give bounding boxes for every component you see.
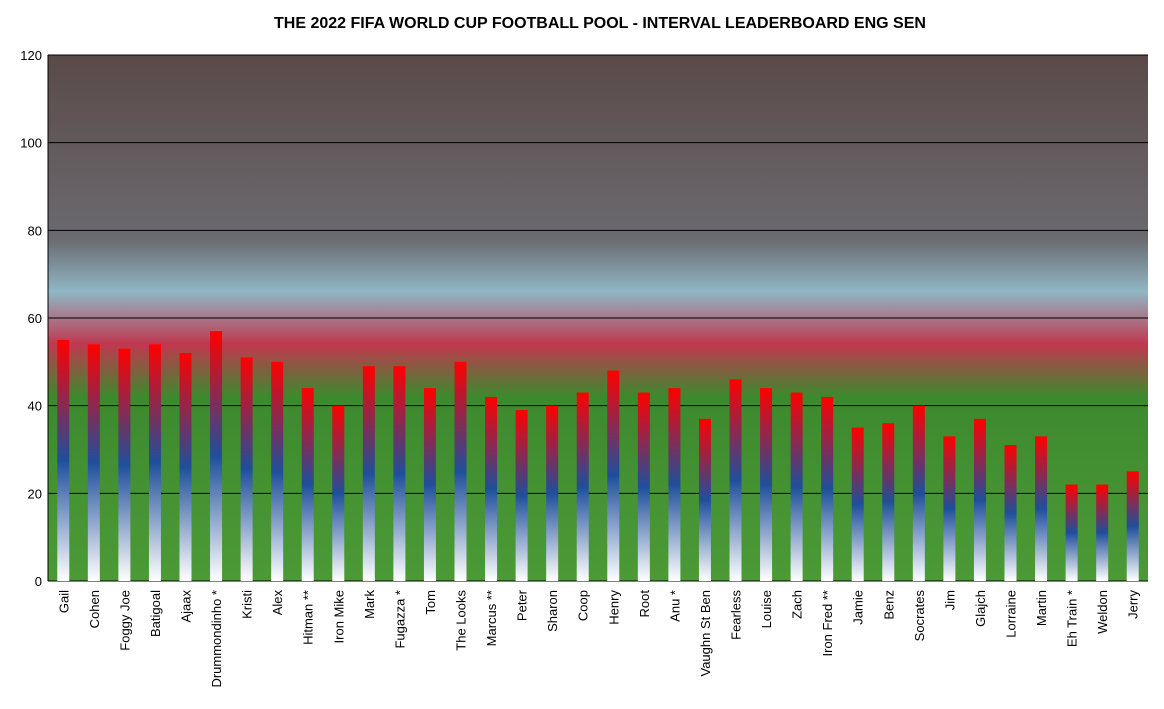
bar	[240, 357, 253, 581]
bar	[973, 418, 986, 581]
x-tick-label: Anu *	[667, 590, 682, 622]
x-tick-label: Benz	[881, 590, 896, 620]
bar	[301, 388, 314, 581]
x-tick-label: Gail	[56, 590, 71, 613]
x-tick-label: Ajaax	[179, 590, 194, 623]
x-tick-label: Iron Mike	[331, 590, 346, 643]
bar	[760, 388, 773, 581]
x-tick-label: Vaughn St Ben	[698, 590, 713, 677]
x-tick-label: Root	[637, 590, 652, 618]
bar	[729, 379, 742, 581]
bar	[454, 361, 467, 581]
bar	[362, 366, 375, 581]
bar	[790, 392, 803, 581]
bar	[210, 331, 223, 581]
x-tick-label: Jim	[942, 590, 957, 610]
bar	[1035, 436, 1048, 581]
y-tick-label: 80	[28, 223, 42, 238]
x-tick-label: Alex	[270, 590, 285, 616]
x-tick-label: Jamie	[851, 590, 866, 625]
bar	[1065, 484, 1078, 581]
y-tick-label: 100	[20, 136, 42, 151]
x-tick-label: Sharon	[545, 590, 560, 632]
bar	[57, 339, 70, 581]
x-tick-label: Marcus **	[484, 590, 499, 646]
bar	[943, 436, 956, 581]
x-tick-label: Martin	[1034, 590, 1049, 626]
x-tick-label: Drummondinho *	[209, 590, 224, 688]
x-tick-label: Kristi	[240, 590, 255, 619]
bar	[912, 405, 925, 581]
bar	[271, 361, 284, 581]
x-tick-label: Lorraine	[1004, 590, 1019, 638]
x-tick-label: Jerry	[1126, 590, 1141, 619]
x-tick-label: Hitman **	[301, 590, 316, 645]
x-tick-label: Weldon	[1095, 590, 1110, 634]
bar	[393, 366, 406, 581]
x-tick-label: Tom	[423, 590, 438, 615]
x-tick-label: Foggy Joe	[117, 590, 132, 651]
y-tick-label: 0	[35, 574, 42, 589]
bar	[1096, 484, 1109, 581]
y-tick-label: 60	[28, 311, 42, 326]
x-tick-label: Iron Fred **	[820, 590, 835, 656]
bar	[821, 396, 834, 581]
x-tick-label: Henry	[606, 590, 621, 625]
bar	[118, 348, 131, 581]
x-tick-label: Socrates	[912, 590, 927, 642]
chart-title: THE 2022 FIFA WORLD CUP FOOTBALL POOL - …	[274, 15, 926, 32]
x-tick-label: Batigoal	[148, 590, 163, 637]
x-tick-label: Fugazza *	[392, 590, 407, 649]
bar	[576, 392, 589, 581]
bar	[1126, 471, 1139, 581]
bar	[148, 344, 161, 581]
bar	[668, 388, 681, 581]
bar	[546, 405, 559, 581]
y-tick-label: 40	[28, 399, 42, 414]
bar	[485, 396, 498, 581]
x-tick-label: Eh Train *	[1065, 590, 1080, 647]
x-tick-label: Cohen	[87, 590, 102, 628]
bar	[515, 410, 528, 581]
x-tick-label: Peter	[515, 589, 530, 621]
y-tick-label: 20	[28, 486, 42, 501]
x-tick-label: Louise	[759, 590, 774, 628]
x-tick-label: Fearless	[729, 590, 744, 640]
bar	[882, 423, 895, 581]
y-tick-label: 120	[20, 48, 42, 63]
x-tick-label: Coop	[576, 590, 591, 621]
bar	[87, 344, 100, 581]
x-tick-label: The Looks	[454, 590, 469, 651]
bar	[698, 418, 711, 581]
bar	[851, 427, 864, 581]
bar	[423, 388, 436, 581]
bar	[332, 405, 345, 581]
bar	[1004, 445, 1017, 581]
bar	[637, 392, 650, 581]
bar	[607, 370, 620, 581]
x-tick-label: Glajch	[973, 590, 988, 627]
bar	[179, 353, 192, 581]
x-tick-label: Zach	[790, 590, 805, 619]
x-tick-label: Mark	[362, 590, 377, 619]
